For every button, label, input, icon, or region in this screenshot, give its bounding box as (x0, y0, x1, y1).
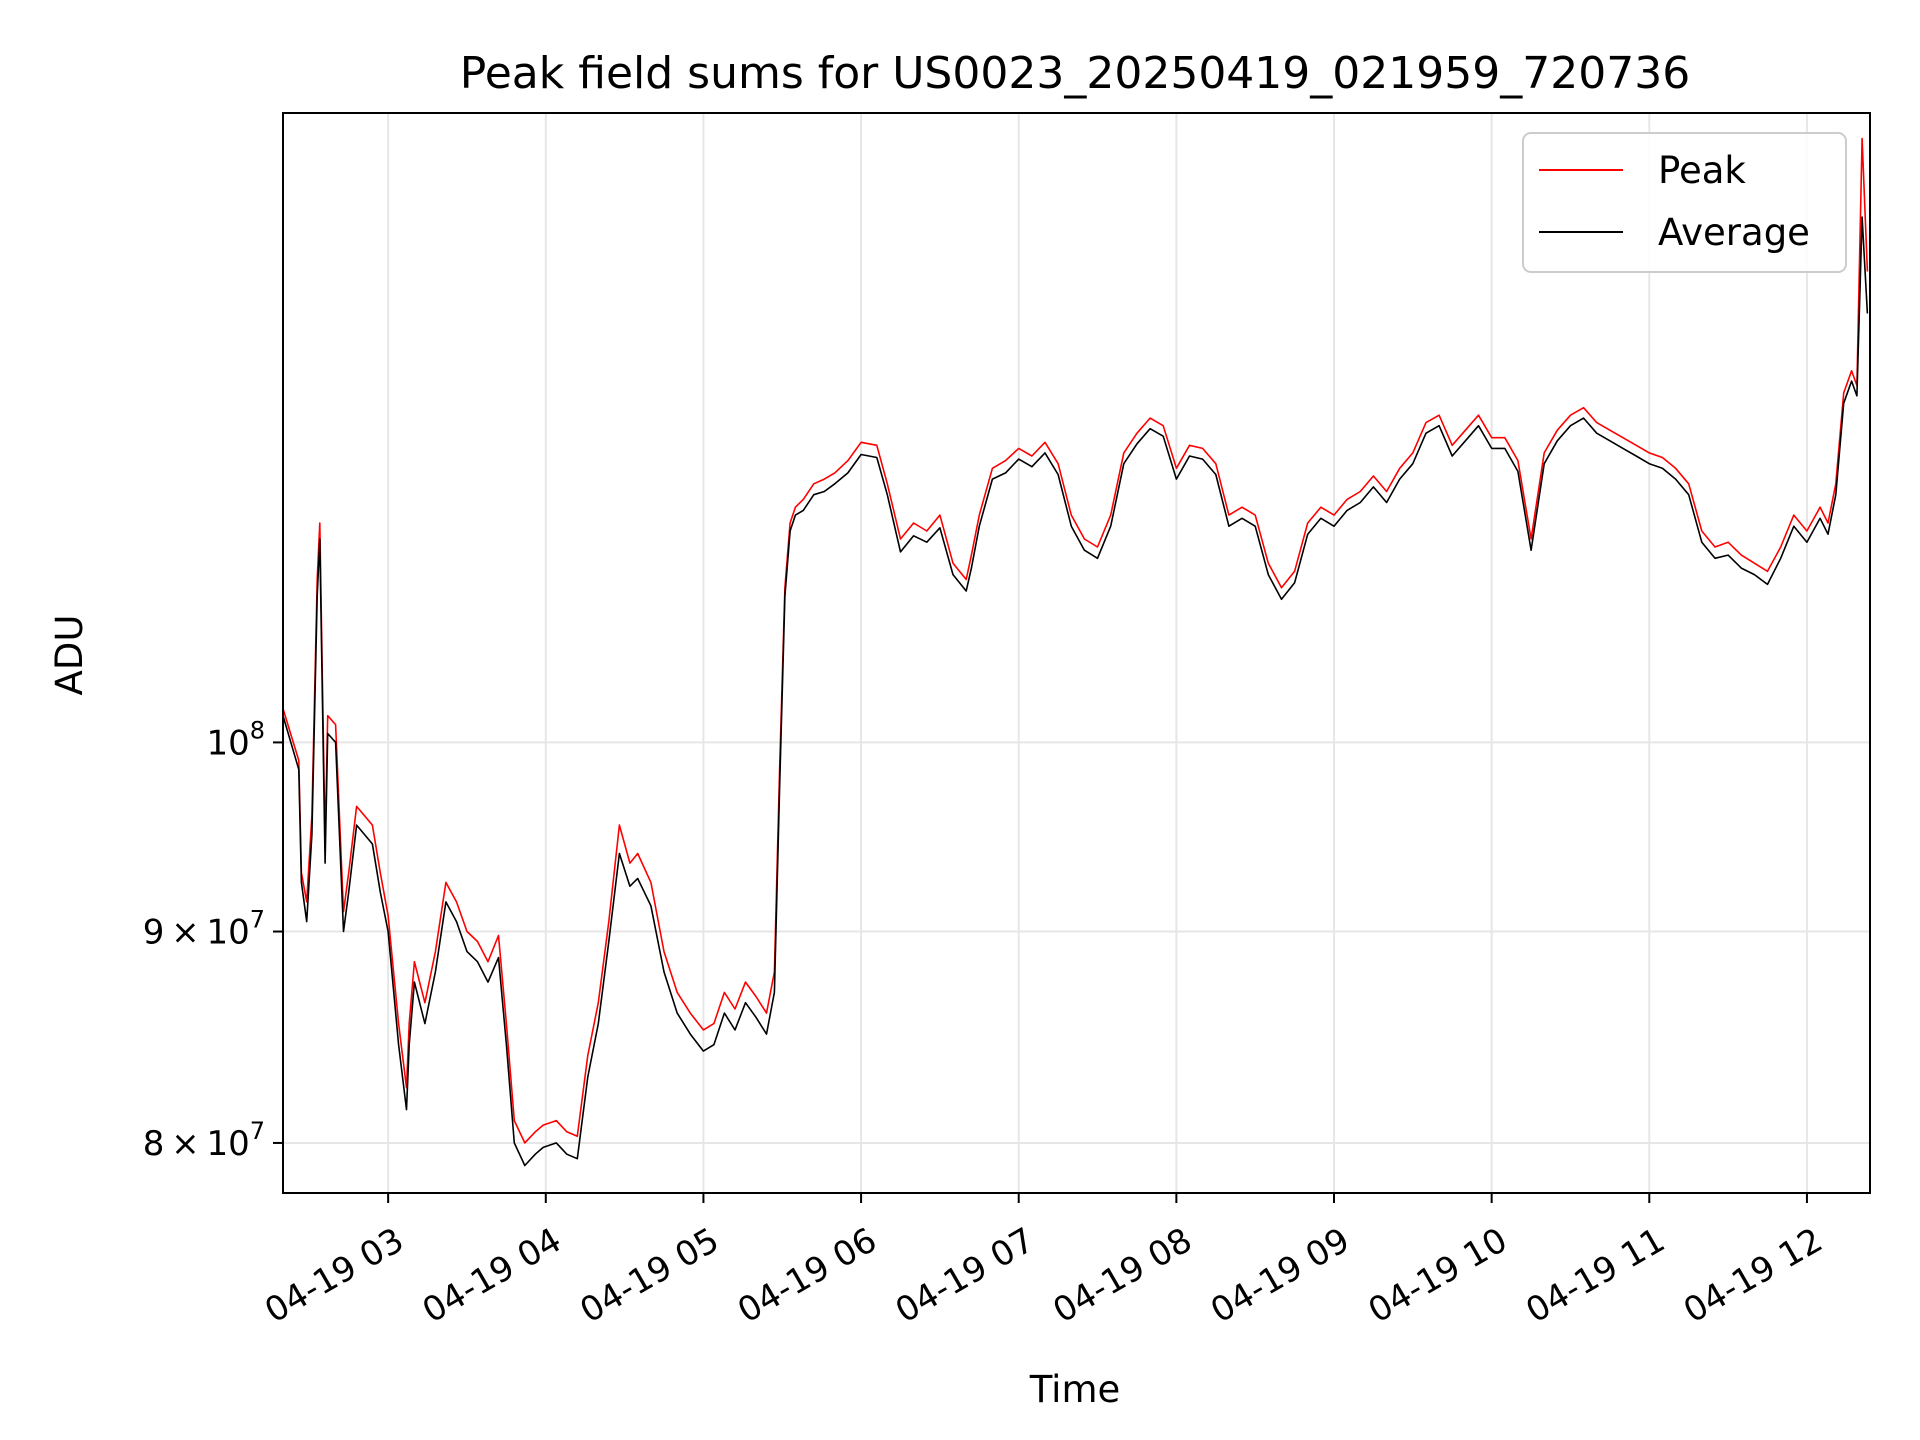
y-axis-label: ADU (48, 615, 91, 696)
legend: Peak Average (1522, 132, 1847, 273)
series-line-peak (282, 137, 1869, 1144)
chart-title: Peak field sums for US0023_20250419_0219… (460, 48, 1690, 99)
x-axis-label: Time (1029, 1368, 1121, 1411)
y-axis-ticks: 8 × 107 9 × 107 108 (143, 716, 283, 1164)
legend-box (1522, 132, 1847, 273)
y-tick-label: 8 × 107 (143, 1117, 265, 1164)
y-tick-label: 9 × 107 (143, 906, 265, 953)
plot-frame (282, 112, 1871, 1194)
legend-label-peak: Peak (1658, 149, 1746, 192)
y-tick-label: 108 (206, 716, 265, 763)
grid (283, 113, 1870, 1193)
series-line-average (282, 216, 1869, 1167)
series-lines (282, 137, 1869, 1167)
legend-label-average: Average (1658, 211, 1810, 254)
